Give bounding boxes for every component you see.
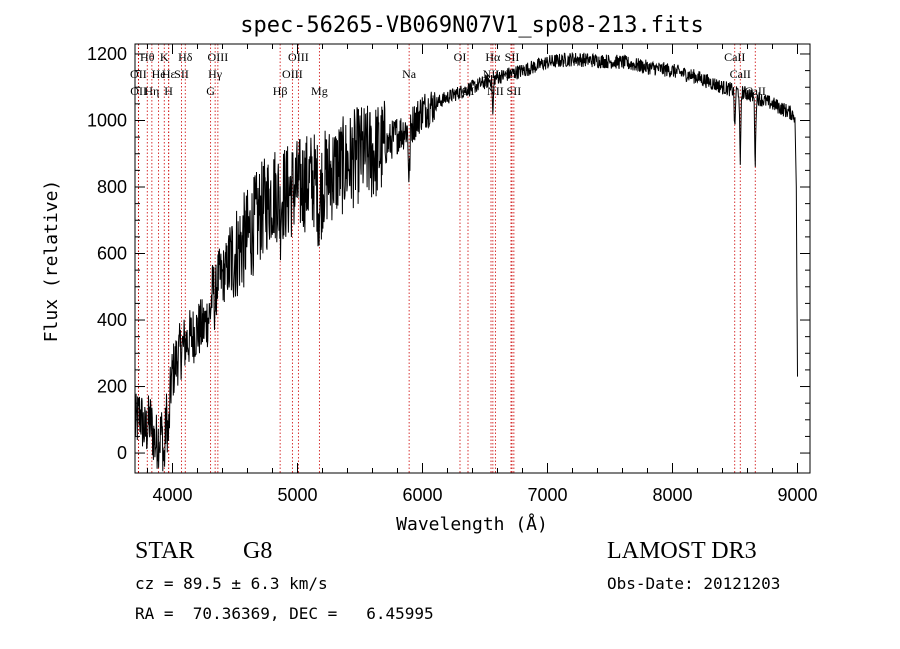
spectral-line-label: H bbox=[164, 84, 173, 98]
spectrum-series bbox=[134, 52, 798, 472]
spectral-line-label: Hδ bbox=[178, 50, 193, 64]
spectral-line-label: K bbox=[160, 50, 169, 64]
x-tick-label: 8000 bbox=[652, 485, 692, 505]
spectral-line-label: Mg bbox=[311, 84, 328, 98]
axis-tick-labels: 4000 5000 6000 7000 8000 9000 0 200 400 600 800 100… bbox=[87, 44, 818, 505]
x-tick-label: 9000 bbox=[777, 485, 817, 505]
x-tick-label: 4000 bbox=[152, 485, 192, 505]
spectral-line-label: Na bbox=[402, 67, 417, 81]
spectral-line-label: SII bbox=[174, 67, 189, 81]
spectral-line-label: G bbox=[206, 84, 215, 98]
spectral-line-label: Hγ bbox=[208, 67, 223, 81]
y-tick-label: 1200 bbox=[87, 44, 127, 64]
object-subclass: G8 bbox=[243, 538, 273, 564]
x-tick-label: 7000 bbox=[527, 485, 567, 505]
obs-date: Obs-Date: 20121203 bbox=[607, 574, 781, 593]
y-tick-label: 600 bbox=[97, 244, 127, 264]
x-tick-label: 5000 bbox=[277, 485, 317, 505]
spectral-line-label: Hβ bbox=[273, 84, 288, 98]
y-tick-label: 400 bbox=[97, 310, 127, 330]
spectral-line-label: Hε bbox=[162, 67, 176, 81]
y-tick-label: 1000 bbox=[87, 110, 127, 130]
chart-title: spec-56265-VB069N07V1_sp08-213.fits bbox=[240, 13, 704, 38]
spectral-line-label: SII bbox=[507, 84, 522, 98]
x-tick-label: 6000 bbox=[402, 485, 442, 505]
spectral-line-label: CaII bbox=[730, 67, 751, 81]
y-axis-label: Flux (relative) bbox=[41, 180, 62, 343]
y-tick-label: 200 bbox=[97, 377, 127, 397]
spectrum-plot: spec-56265-VB069N07V1_sp08-213.fits Hθ OI… bbox=[41, 13, 818, 535]
spectral-line-label: SII bbox=[505, 50, 520, 64]
axis-ticks bbox=[135, 44, 810, 473]
spectral-line-label: OIII bbox=[282, 67, 303, 81]
spectral-line-label: OIII bbox=[208, 50, 229, 64]
spectral-line-label: Hθ bbox=[140, 50, 155, 64]
object-class: STAR bbox=[135, 538, 195, 564]
spectral-line-label: OIII bbox=[288, 50, 309, 64]
velocity-readout: cz = 89.5 ± 6.3 km/s bbox=[135, 574, 328, 593]
spectral-line-label: CaII bbox=[724, 50, 745, 64]
x-axis-label: Wavelength (Å) bbox=[396, 513, 548, 535]
survey-name: LAMOST DR3 bbox=[607, 538, 757, 564]
spectral-line-label: OI bbox=[454, 50, 467, 64]
spectral-line-label: He bbox=[152, 67, 166, 81]
coordinates-readout: RA = 70.36369, DEC = 6.45995 bbox=[135, 604, 434, 623]
spectral-line-label: OII bbox=[130, 84, 147, 98]
spectral-line-label: Hη bbox=[144, 84, 159, 98]
spectral-line-label: OII bbox=[130, 67, 147, 81]
spectral-line-label: NII bbox=[487, 84, 504, 98]
spectrum-line bbox=[134, 52, 798, 472]
y-tick-label: 0 bbox=[117, 443, 127, 463]
spectral-line-label: Hα bbox=[485, 50, 501, 64]
y-tick-label: 800 bbox=[97, 177, 127, 197]
